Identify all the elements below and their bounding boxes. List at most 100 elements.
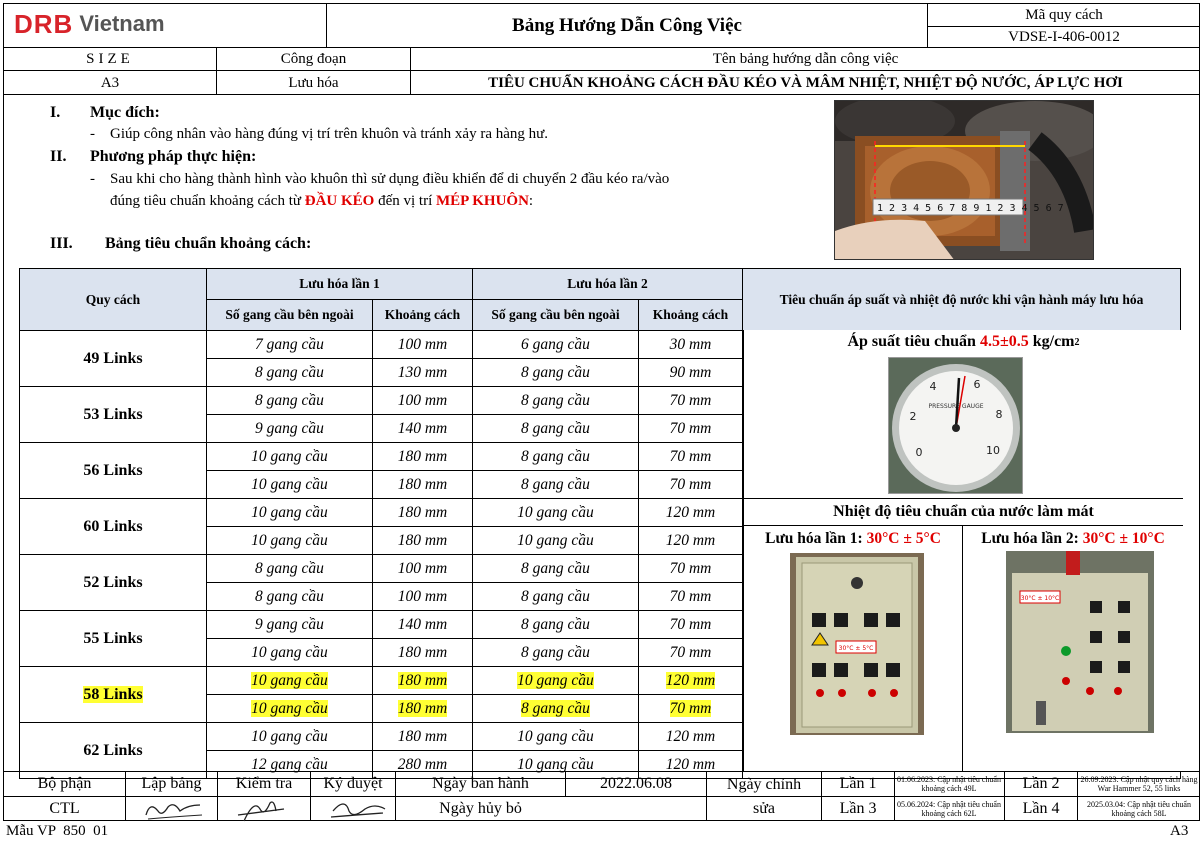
sogang-1-value: 8 gang cầu — [255, 391, 324, 409]
sogang-2-value: 8 gang cầu — [521, 475, 590, 493]
sogang-2-cell: 8 gang cầu — [472, 554, 639, 583]
gauge-tick-6: 6 — [974, 378, 981, 391]
temp2-label: Lưu hóa lần 2: 30°C ± 10°C — [981, 530, 1165, 547]
table-row: 12 gang cầu 280 mm 10 gang cầu 120 mm — [20, 750, 1181, 779]
col-spec-header: Quy cách — [19, 268, 207, 331]
revision-4-note: 2025.03.04: Cập nhật tiêu chuẩn khoảng c… — [1087, 800, 1191, 818]
khoangcach-2-value: 70 mm — [669, 419, 712, 437]
khoangcach-2-value: 70 mm — [669, 475, 712, 493]
col-sogang-2: Số gang cầu bên ngoài — [472, 299, 639, 331]
khoangcach-2-cell: 70 mm — [638, 638, 743, 667]
khoangcach-1-value: 130 mm — [397, 363, 448, 381]
khoangcach-2-cell: 70 mm — [638, 386, 743, 415]
sogang-1-cell: 10 gang cầu — [206, 638, 373, 667]
col-kc-2: Khoảng cách — [638, 299, 743, 331]
section-2-title: Phương pháp thực hiện: — [90, 148, 257, 165]
section-1-number: I. — [50, 104, 61, 121]
khoangcach-1-cell: 180 mm — [372, 694, 473, 723]
spec-label: 53 Links — [83, 405, 143, 423]
sogang-1-cell: 8 gang cầu — [206, 386, 373, 415]
highlight-dau-keo: ĐẦU KÉO — [304, 193, 375, 209]
sogang-1-value: 10 gang cầu — [251, 671, 328, 689]
spec-cell: 58 Links — [19, 666, 207, 723]
code-value: VDSE-I-406-0012 — [1008, 29, 1120, 45]
sogang-2-value: 8 gang cầu — [521, 559, 590, 577]
dept-label: Bộ phận — [37, 775, 92, 792]
khoangcach-1-value: 180 mm — [397, 727, 448, 745]
measurement-photo-image: 1 2 3 4 5 6 7 8 9 1 2 3 4 5 6 7 — [835, 101, 1093, 259]
khoangcach-1-cell: 100 mm — [372, 330, 473, 359]
dept-value: CTL — [49, 800, 80, 817]
sogang-2-cell: 8 gang cầu — [472, 694, 639, 723]
table-row: 10 gang cầu 180 mm 8 gang cầu 70 mm — [20, 470, 1181, 499]
sogang-1-value: 10 gang cầu — [251, 643, 328, 661]
gauge-tick-10: 10 — [986, 444, 1000, 457]
khoangcach-1-value: 100 mm — [397, 587, 448, 605]
spec-cell: 56 Links — [19, 442, 207, 499]
sogang-2-value: 10 gang cầu — [517, 531, 594, 549]
pressure-title: Áp suất tiêu chuẩn 4.5±0.5 kg/cm 2 — [847, 333, 1080, 350]
process-label: Công đoạn — [280, 50, 347, 67]
signature-checker — [237, 801, 285, 822]
khoangcach-2-cell: 120 mm — [638, 526, 743, 555]
signature-approver — [330, 803, 386, 818]
spec-cell: 55 Links — [19, 610, 207, 667]
khoangcach-1-value: 180 mm — [397, 643, 448, 661]
khoangcach-2-value: 70 mm — [669, 699, 712, 717]
sogang-1-cell: 8 gang cầu — [206, 582, 373, 611]
code-label: Mã quy cách — [1025, 6, 1103, 23]
khoangcach-2-value: 90 mm — [669, 363, 712, 381]
sogang-1-value: 10 gang cầu — [251, 727, 328, 745]
issue-label: Ngày ban hành — [432, 775, 529, 792]
table-row: 53 Links 8 gang cầu 100 mm 8 gang cầu 70 mm — [19, 386, 1181, 443]
sogang-2-value: 6 gang cầu — [521, 335, 590, 353]
khoangcach-1-value: 100 mm — [397, 391, 448, 409]
khoangcach-2-value: 70 mm — [669, 615, 712, 633]
signature-maker — [145, 804, 203, 820]
sogang-2-cell: 8 gang cầu — [472, 358, 639, 387]
sogang-2-cell: 8 gang cầu — [472, 386, 639, 415]
sogang-2-value: 8 gang cầu — [521, 363, 590, 381]
khoangcach-2-cell: 70 mm — [638, 442, 743, 471]
section-3-title: Bảng tiêu chuẩn khoảng cách: — [105, 235, 312, 252]
khoangcach-2-cell: 90 mm — [638, 358, 743, 387]
khoangcach-1-cell: 140 mm — [372, 414, 473, 443]
revision-3-note: 05.06.2024: Cập nhật tiêu chuẩn khoảng c… — [897, 800, 1001, 818]
header-frame — [3, 3, 1200, 95]
section-3: III. Bảng tiêu chuẩn khoảng cách: — [50, 235, 311, 253]
pressure-value: 4.5±0.5 — [979, 333, 1029, 350]
khoangcach-2-cell: 120 mm — [638, 722, 743, 751]
table-row: 62 Links 10 gang cầu 180 mm 10 gang cầu 120 … — [19, 722, 1181, 779]
khoangcach-2-value: 70 mm — [669, 559, 712, 577]
khoangcach-2-cell: 30 mm — [638, 330, 743, 359]
revision-1-note: 01.06.2023: Cập nhật tiêu chuẩn khoảng c… — [897, 775, 1001, 793]
sogang-2-value: 8 gang cầu — [521, 615, 590, 633]
khoangcach-2-value: 70 mm — [669, 447, 712, 465]
sogang-1-value: 12 gang cầu — [251, 755, 328, 773]
khoangcach-1-cell: 130 mm — [372, 358, 473, 387]
sogang-1-value: 9 gang cầu — [255, 615, 324, 633]
control-panel-1-image: 30°C ± 5°C — [790, 553, 924, 735]
khoangcach-2-value: 30 mm — [669, 335, 712, 353]
sogang-2-cell: 8 gang cầu — [472, 414, 639, 443]
pressure-gauge-icon: 0 2 4 6 8 10 PRESSURE GAUGE — [889, 358, 1022, 493]
spec-cell: 62 Links — [19, 722, 207, 779]
sogang-2-cell: 8 gang cầu — [472, 582, 639, 611]
sogang-1-cell: 10 gang cầu — [206, 498, 373, 527]
spec-label: 55 Links — [83, 629, 143, 647]
highlight-mep-khuon: MÉP KHUÔN — [436, 193, 529, 209]
section-2-number: II. — [50, 148, 67, 165]
khoangcach-1-value: 280 mm — [397, 755, 448, 773]
sogang-2-value: 10 gang cầu — [517, 671, 594, 689]
sogang-2-cell: 10 gang cầu — [472, 526, 639, 555]
spec-label: 62 Links — [83, 741, 143, 759]
sogang-2-value: 10 gang cầu — [517, 727, 594, 745]
khoangcach-1-cell: 180 mm — [372, 498, 473, 527]
col-sogang-1: Số gang cầu bên ngoài — [206, 299, 373, 331]
khoangcach-1-value: 180 mm — [397, 671, 448, 689]
revision-1-label: Lần 1 — [839, 775, 877, 792]
khoangcach-1-value: 180 mm — [397, 531, 448, 549]
made-label: Lập bảng — [141, 775, 202, 792]
control-panel-2-image: 30°C ± 10°C — [1006, 551, 1154, 733]
gauge-tick-4: 4 — [930, 380, 937, 393]
